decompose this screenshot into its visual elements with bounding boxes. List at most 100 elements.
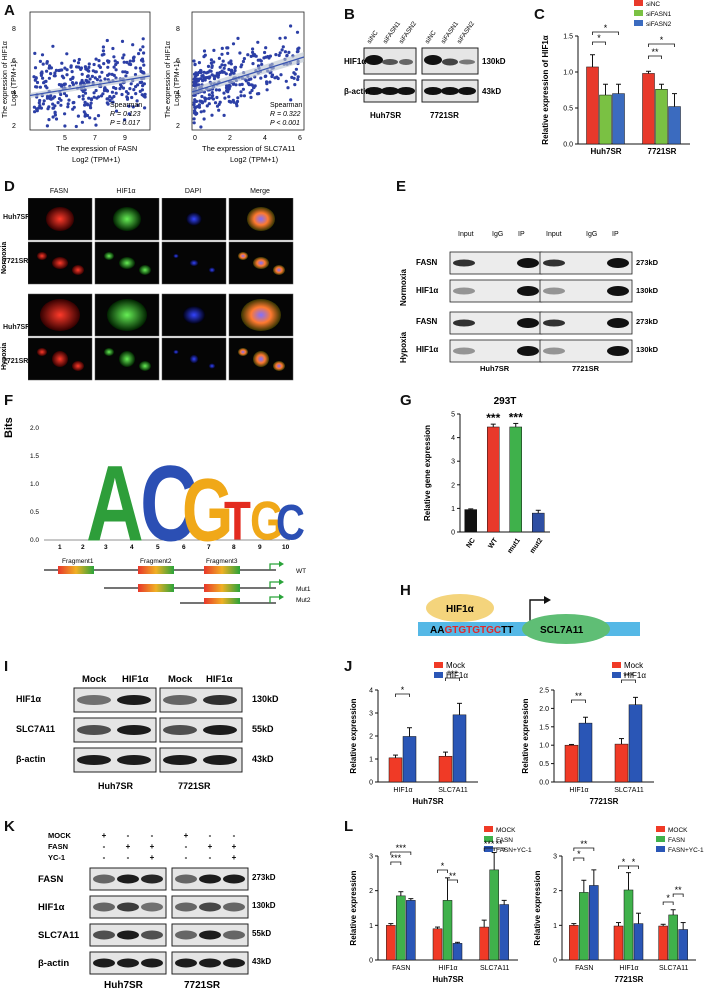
e-band [453,287,475,295]
panel-l-bar-charts: 0 1 2 3 Relative expression FASN HIF1α SLC7A11 H… [349,826,704,984]
k-band [223,874,245,884]
a1-point [52,74,56,78]
a2-point [294,67,298,71]
chartC-bar [612,93,625,145]
f-fragment-1: Fragment1 [62,558,94,565]
k-sign: + [150,853,155,862]
chartC-ytick-label: 1.0 [563,70,573,77]
a2-point [249,95,253,99]
a2-point [270,74,274,79]
a1-point [130,95,134,100]
d-row-3: 7721SR [3,358,29,365]
a1-point [42,99,46,103]
a2-point [197,103,201,107]
a2-method: Spearman [270,102,302,109]
chartL1-ytick-label: 2 [369,888,373,895]
d-col-3: Merge [250,188,270,195]
a2-point [283,36,287,40]
k-row-2: SLC7A11 [38,930,80,941]
chartJ1-ytick-label: 1 [369,757,373,764]
chartC-legend-swatch [634,0,643,6]
a2-point [203,78,207,82]
panel-label-e: E [396,178,407,195]
a1-xlabel-1: The expression of FASN [56,144,137,153]
a1-point [80,72,84,76]
d-col-1: HIF1α [116,188,136,195]
a1-point [97,64,101,68]
d-cell-signal [273,361,285,371]
a1-point [128,87,132,91]
a1-point [101,49,105,53]
a2-point [222,91,226,95]
a1-point [54,68,59,72]
a2-point [255,92,260,96]
a1-xtick-2: 9 [123,135,127,142]
chartC-legend-swatch [634,20,643,26]
a1-point [137,52,141,56]
e-size-0: 273kD [636,258,659,267]
a2-ylabel-1: The expression of HIF1α [165,41,172,118]
chartL1-sig-bracket [390,851,412,855]
a2-point [220,52,224,56]
d-cell-signal [208,267,216,273]
f-construct-mut2: Mut2 [296,597,311,604]
chartC-sig-label: * [604,23,608,33]
a1-point [42,81,46,85]
a1-point [41,62,45,66]
a1-point [38,104,42,108]
a1-point [49,72,53,76]
chartJ2-sig-bracket [571,699,586,703]
panel-j-bar-charts: 0 1 2 3 4 Relative expression HIF1α SLC7A11 Huh7… [349,661,654,806]
d-cell-signal [253,257,269,269]
a1-point [62,82,67,86]
a2-point [201,74,205,78]
a1-point [72,100,76,105]
a2-point [250,88,254,93]
chartJ2-ytick-label: 1.0 [539,743,549,750]
a1-point [93,70,97,74]
a2-xtick-1: 2 [228,135,232,142]
a1-point [87,62,91,66]
a1-point [110,96,114,100]
a2-point [264,46,268,50]
chartJ1-bar [402,736,417,783]
a2-point [201,79,205,83]
a2-point [221,59,225,63]
a2-point [233,66,237,70]
scatter-left: 2 4 6 8 5 7 9 The expression of FASN Log… [2,11,151,164]
k-sign: - [209,853,212,862]
chartL1-legend-label: MOCK [496,827,516,834]
a2-point [226,51,230,56]
d-cell-signal [40,299,80,331]
a1-point [51,44,55,48]
a2-point [209,58,213,62]
a1-point [127,104,131,108]
a2-point [239,90,243,94]
a1-point [134,66,138,70]
a1-point [59,92,63,97]
a2-point [254,54,258,58]
chartL2-bar [633,923,644,961]
a1-point [66,102,70,106]
chartJ2-ytick-label: 2.5 [539,688,549,695]
chartL2-legend-label: FASN+YC-1 [668,847,704,854]
a2-point [212,77,217,81]
a1-point [83,100,87,104]
a1-point [103,77,107,81]
a2-point [210,65,214,69]
i-band [163,695,197,705]
a1-point [125,60,129,64]
chartL1-legend-label: FASN+YC-1 [496,847,532,854]
a2-point [251,47,255,51]
chartL1-sig-label: ** [449,871,457,881]
a2-xlabel-2: Log2 (TPM+1) [230,155,279,164]
chartL1-bar [386,925,396,961]
chartL1-ytick-label: 3 [369,854,373,861]
a2-point [286,86,290,90]
f-ytick-3: 1.5 [30,453,39,460]
chartL2-bar [569,925,579,961]
chartJ2-legend-swatch [612,672,621,678]
a1-point [95,78,99,82]
a1-point [45,69,49,73]
a2-point [292,71,296,75]
